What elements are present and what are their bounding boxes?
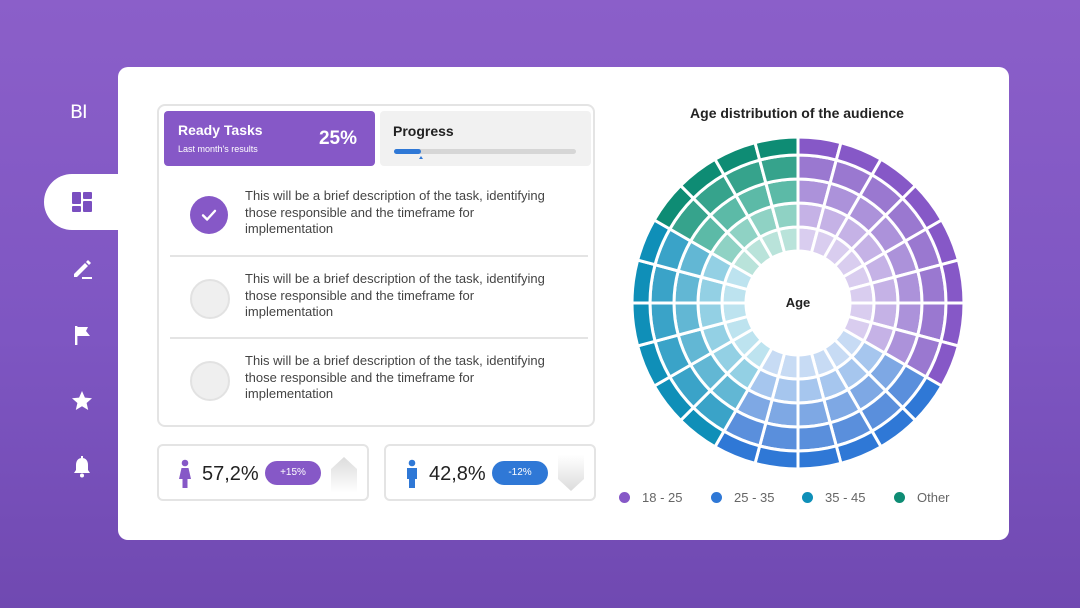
task-item[interactable]: This will be a brief description of the … xyxy=(170,339,590,419)
task-checkbox[interactable] xyxy=(190,361,230,401)
legend-label: 25 - 35 xyxy=(734,489,775,505)
female-stat-card: 57,2% +15% xyxy=(157,444,369,501)
progress-bar-fill xyxy=(394,149,421,154)
progress-card: Progress xyxy=(380,111,591,166)
chart-segment xyxy=(632,301,657,348)
legend-item: 25 - 35 xyxy=(711,489,774,505)
ready-tasks-card: Ready Tasks Last month's results 25% xyxy=(164,111,375,166)
legend-color-dot xyxy=(619,491,630,503)
legend-label: Other xyxy=(917,489,950,505)
male-stat-badge: -12% xyxy=(492,461,548,485)
tasks-panel xyxy=(157,104,595,427)
task-description: This will be a brief description of the … xyxy=(245,271,545,319)
legend-label: 18 - 25 xyxy=(642,489,683,505)
pencil-icon[interactable] xyxy=(70,257,94,281)
legend-color-dot xyxy=(711,491,722,503)
task-divider xyxy=(170,337,588,339)
chart-segment xyxy=(796,444,843,469)
legend-color-dot xyxy=(802,491,813,503)
flag-icon[interactable] xyxy=(71,323,95,347)
age-distribution-chart: Age xyxy=(632,137,964,469)
chart-segment xyxy=(632,258,657,305)
legend-item: Other xyxy=(894,489,950,505)
chart-title: Age distribution of the audience xyxy=(690,105,904,121)
male-stat-card: 42,8% -12% xyxy=(384,444,596,501)
female-person-icon xyxy=(179,459,191,488)
chart-segment xyxy=(939,301,964,348)
chart-segment xyxy=(753,137,800,162)
legend-item: 35 - 45 xyxy=(802,489,865,505)
female-stat-badge: +15% xyxy=(265,461,321,485)
task-divider xyxy=(170,255,588,257)
bell-icon[interactable] xyxy=(70,455,94,479)
task-item[interactable]: This will be a brief description of the … xyxy=(170,174,590,254)
ready-tasks-percent: 25% xyxy=(318,128,357,149)
male-stat-value: 42,8% xyxy=(429,463,486,485)
task-checkbox[interactable] xyxy=(190,279,230,319)
task-checkbox-checked[interactable] xyxy=(190,196,228,234)
down-arrow-icon xyxy=(558,455,584,491)
ready-tasks-subtitle: Last month's results xyxy=(178,144,258,154)
legend-item: 18 - 25 xyxy=(619,489,682,505)
checkmark-icon xyxy=(201,209,217,221)
chart-segment xyxy=(939,258,964,305)
task-description: This will be a brief description of the … xyxy=(245,188,545,236)
male-person-icon xyxy=(407,459,417,488)
progress-marker xyxy=(419,156,423,159)
up-arrow-icon xyxy=(331,457,357,493)
app-logo: BI xyxy=(70,101,88,123)
legend-color-dot xyxy=(894,491,905,503)
task-item[interactable]: This will be a brief description of the … xyxy=(170,257,590,337)
star-icon[interactable] xyxy=(70,389,94,413)
task-description: This will be a brief description of the … xyxy=(245,353,545,401)
chart-segment xyxy=(753,444,800,469)
ready-tasks-title: Ready Tasks xyxy=(178,122,263,138)
chart-segment xyxy=(796,137,843,162)
dashboard-icon[interactable] xyxy=(70,190,94,214)
progress-bar xyxy=(394,149,576,154)
chart-center-label: Age xyxy=(786,295,811,310)
progress-title: Progress xyxy=(393,123,454,139)
legend-label: 35 - 45 xyxy=(825,489,866,505)
female-stat-value: 57,2% xyxy=(202,463,259,485)
